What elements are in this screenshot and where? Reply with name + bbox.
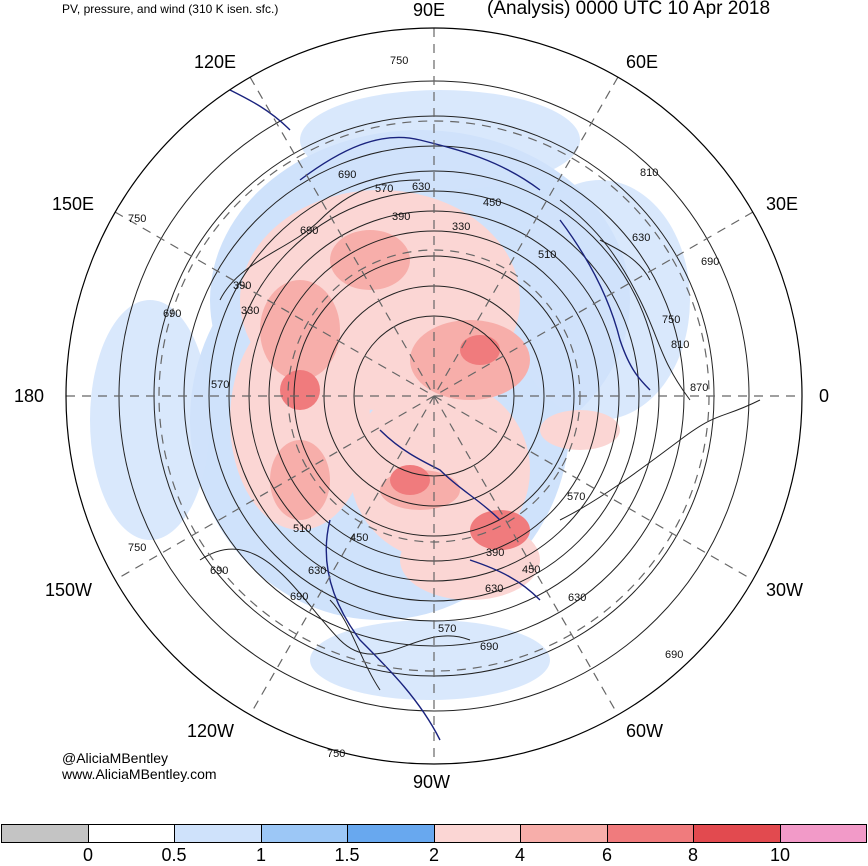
contour-label: 570 xyxy=(438,623,456,635)
colorbar-tick: 1 xyxy=(255,845,267,865)
colorbar-tick: 0 xyxy=(82,845,94,865)
colorbar-segment xyxy=(2,825,89,842)
colorbar-segment xyxy=(694,825,781,842)
contour-label: 570 xyxy=(211,379,229,391)
contour-label: 330 xyxy=(452,221,470,233)
colorbar xyxy=(1,824,867,843)
map-title: (Analysis) 0000 UTC 10 Apr 2018 xyxy=(487,0,771,19)
colorbar-tick: 4 xyxy=(514,845,526,865)
map-boundary xyxy=(65,27,803,765)
contour-label: 330 xyxy=(241,305,259,317)
lon-label-30e: 30E xyxy=(766,194,799,214)
contour-label: 510 xyxy=(538,249,556,261)
contour-label: 450 xyxy=(483,197,501,209)
contour-label: 870 xyxy=(690,382,708,394)
contour-label: 690 xyxy=(210,565,228,577)
credit-author: @AliciaMBentley xyxy=(62,750,169,766)
contour-label-group: 750 690 570 630 810 450 390 330 630 510 … xyxy=(128,55,719,760)
coastlines xyxy=(229,89,651,741)
lon-label-150e: 150E xyxy=(52,194,95,214)
contour-label: 630 xyxy=(568,592,586,604)
contour-label: 630 xyxy=(632,232,650,244)
colorbar-segment xyxy=(348,825,435,842)
contour-label: 570 xyxy=(375,183,393,195)
colorbar-tick: 1.5 xyxy=(334,845,360,865)
contour-label: 390 xyxy=(233,280,251,292)
contour-label: 630 xyxy=(485,583,503,595)
contour-label: 750 xyxy=(327,748,345,760)
contour-label: 390 xyxy=(486,547,504,559)
lon-label-120e: 120E xyxy=(194,52,237,72)
lon-label-60w: 60W xyxy=(626,721,664,741)
lon-label-30w: 30W xyxy=(766,580,804,600)
colorbar-segment xyxy=(521,825,608,842)
colorbar-segment xyxy=(780,825,866,842)
contour-label: 690 xyxy=(480,641,498,653)
map-subtitle: PV, pressure, and wind (310 K isen. sfc.… xyxy=(62,2,279,16)
contour-label: 690 xyxy=(701,256,719,268)
colorbar-segment xyxy=(261,825,348,842)
contour-label: 690 xyxy=(163,308,181,320)
contour-label: 690 xyxy=(290,591,308,603)
colorbar-segment xyxy=(88,825,175,842)
contour-label: 570 xyxy=(567,491,585,503)
contour-label: 510 xyxy=(293,523,311,535)
colorbar-tick: 2 xyxy=(428,845,440,865)
colorbar-segment xyxy=(607,825,694,842)
contour-label: 690 xyxy=(300,225,318,237)
lon-label-150w: 150W xyxy=(45,580,93,600)
contour-label: 690 xyxy=(665,649,683,661)
contour-label: 750 xyxy=(390,55,408,67)
lon-label-180: 180 xyxy=(14,386,45,406)
contour-label: 450 xyxy=(522,564,540,576)
lon-label-90e: 90E xyxy=(413,0,446,20)
contour-label: 390 xyxy=(392,211,410,223)
colorbar-tick: 6 xyxy=(601,845,613,865)
polar-map: 750 690 570 630 810 450 390 330 630 510 … xyxy=(65,27,803,765)
colorbar-tick: 8 xyxy=(687,845,699,865)
contour-label: 750 xyxy=(662,314,680,326)
contour-label: 810 xyxy=(640,167,658,179)
graticule xyxy=(66,28,802,764)
contour-label: 630 xyxy=(412,181,430,193)
pv-shading xyxy=(90,90,690,700)
colorbar-segment xyxy=(434,825,521,842)
contour-label: 690 xyxy=(338,169,356,181)
lon-label-0: 0 xyxy=(819,386,830,406)
credit-website: www.AliciaMBentley.com xyxy=(62,766,217,782)
lon-label-90w: 90W xyxy=(413,772,451,792)
lon-label-120w: 120W xyxy=(187,721,235,741)
colorbar-tick: 0.5 xyxy=(161,845,187,865)
contour-label: 750 xyxy=(128,213,146,225)
contour-label: 630 xyxy=(308,565,326,577)
contour-label: 750 xyxy=(128,542,146,554)
contour-label: 450 xyxy=(350,532,368,544)
colorbar-tick: 10 xyxy=(769,845,791,865)
contour-label: 810 xyxy=(671,339,689,351)
colorbar-segment xyxy=(175,825,262,842)
lon-label-60e: 60E xyxy=(626,52,659,72)
